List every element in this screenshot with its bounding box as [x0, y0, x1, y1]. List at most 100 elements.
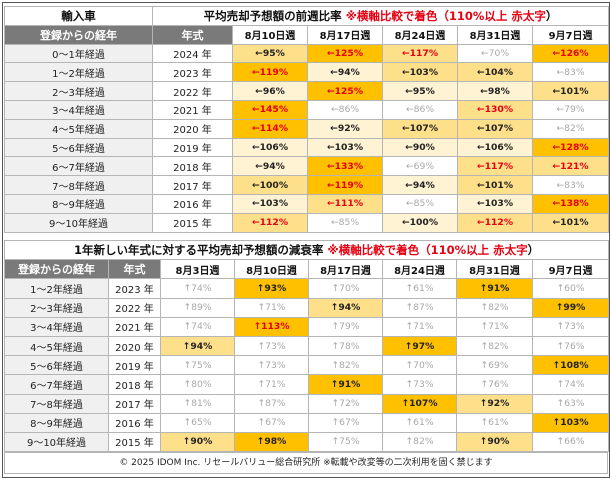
- table-row: 7〜8年経過 2017 年 ↑81% ↑87% ↑72% ↑107% ↑92% ↑63%: [4, 393, 610, 414]
- table-row: 2〜3年経過 2022 年 ←96% ←125% ←95% ←98% ←101%: [4, 81, 610, 101]
- table-row: 1〜2年経過 2023 年 ←119% ←94% ←103% ←104% ←83%: [4, 62, 610, 83]
- value-cell: ↑94%: [160, 335, 235, 357]
- value-cell: ↑73%: [234, 355, 309, 376]
- value-cell: ←69%: [382, 156, 458, 177]
- row-elapsed-label: 8〜9年経過: [4, 193, 153, 214]
- value-cell: ↑81%: [160, 393, 235, 414]
- value-cell: ↑67%: [308, 412, 383, 433]
- value-cell: ↑91%: [308, 374, 383, 395]
- row-year-label: 2019 年: [152, 137, 233, 158]
- value-cell: ←94%: [232, 156, 308, 177]
- value-cell: ↑61%: [456, 412, 533, 433]
- value-cell: ←107%: [382, 118, 458, 139]
- value-cell: ↑74%: [160, 278, 235, 299]
- value-cell: ↑65%: [160, 412, 235, 433]
- value-cell: ↑61%: [382, 278, 457, 299]
- table-row: 3〜4年経過 2021 年 ↑74% ↑113% ↑79% ↑71% ↑71% ↑73%: [4, 316, 610, 337]
- value-cell: ←106%: [457, 137, 533, 158]
- value-cell: ←125%: [307, 43, 383, 64]
- table-row: 5〜6年経過 2019 年 ←106% ←103% ←90% ←106% ←128%: [4, 137, 610, 158]
- row-year-label: 2016 年: [152, 193, 233, 214]
- table-row: 5〜6年経過 2019 年 ↑75% ↑73% ↑82% ↑70% ↑69% ↑108%: [4, 355, 610, 376]
- table-row: 3〜4年経過 2021 年 ←145% ←86% ←86% ←130% ←79%: [4, 99, 610, 120]
- row-elapsed-label: 2〜3年経過: [4, 297, 109, 318]
- value-cell: ←111%: [307, 193, 383, 214]
- value-cell: ←103%: [232, 193, 308, 214]
- col-head-week: 8月17日週: [307, 24, 383, 45]
- value-cell: ←86%: [307, 99, 383, 120]
- value-cell: ↑89%: [160, 297, 235, 318]
- value-cell: ↑67%: [234, 412, 309, 433]
- value-cell: ↑75%: [308, 431, 383, 453]
- table2-header-row: 登録からの経年 年式 8月3日週 8月10日週 8月17日週 8月24日週 8月…: [4, 259, 610, 280]
- value-cell: ←106%: [232, 137, 308, 158]
- value-cell: ↑73%: [382, 374, 457, 395]
- row-year-label: 2022 年: [108, 297, 161, 318]
- row-elapsed-label: 8〜9年経過: [4, 412, 109, 433]
- table-row: 4〜5年経過 2020 年 ↑94% ↑73% ↑78% ↑97% ↑82% ↑76%: [4, 335, 610, 357]
- table-row: 6〜7年経過 2018 年 ←94% ←133% ←69% ←117% ←121%: [4, 156, 610, 177]
- value-cell: ↑73%: [234, 335, 309, 357]
- value-cell: ←117%: [382, 43, 458, 64]
- col-head-week: 9月7日週: [531, 24, 610, 45]
- value-cell: ↑74%: [531, 374, 610, 395]
- value-cell: ←119%: [232, 62, 308, 83]
- table-row: 7〜8年経過 2017 年 ←100% ←119% ←94% ←101% ←83%: [4, 175, 610, 195]
- value-cell: ↑113%: [234, 316, 309, 337]
- value-cell: ←119%: [307, 175, 383, 195]
- value-cell: ←128%: [531, 137, 610, 158]
- col-head-elapsed: 登録からの経年: [4, 259, 109, 280]
- value-cell: ←107%: [457, 118, 533, 139]
- row-elapsed-label: 3〜4年経過: [4, 99, 153, 120]
- table1-title-note: ※横軸比較で着色（110%以上: [345, 8, 512, 23]
- col-head-week: 9月7日週: [531, 259, 610, 280]
- value-cell: ←103%: [457, 193, 533, 214]
- value-cell: ↑97%: [382, 335, 457, 357]
- value-cell: ↑98%: [234, 431, 309, 453]
- value-cell: ↑107%: [382, 393, 457, 414]
- table-row: 4〜5年経過 2020 年 ←114% ←92% ←107% ←107% ←82%: [4, 118, 610, 139]
- value-cell: ↑90%: [456, 431, 533, 453]
- value-cell: ↑76%: [456, 374, 533, 395]
- weekly-ratio-table: 輸入車 平均売却予想額の前週比率 ※横軸比較で着色（110%以上 赤太字） 登録…: [4, 6, 610, 233]
- row-year-label: 2015 年: [108, 431, 161, 453]
- row-year-label: 2015 年: [152, 212, 233, 233]
- col-head-year: 年式: [108, 259, 161, 280]
- row-year-label: 2018 年: [108, 374, 161, 395]
- value-cell: ←112%: [457, 212, 533, 233]
- value-cell: ←94%: [382, 175, 458, 195]
- value-cell: ←112%: [232, 212, 308, 233]
- table-row: 8〜9年経過 2016 年 ↑65% ↑67% ↑67% ↑61% ↑61% ↑103%: [4, 412, 610, 433]
- row-elapsed-label: 9〜10年経過: [4, 212, 153, 233]
- value-cell: ←90%: [382, 137, 458, 158]
- row-year-label: 2020 年: [108, 335, 161, 357]
- row-year-label: 2016 年: [108, 412, 161, 433]
- col-head-week: 8月10日週: [232, 24, 308, 45]
- col-head-week: 8月24日週: [382, 259, 457, 280]
- row-elapsed-label: 9〜10年経過: [4, 431, 109, 453]
- value-cell: ←92%: [307, 118, 383, 139]
- table2-title-red-label: 赤太字: [493, 243, 528, 258]
- table-row: 8〜9年経過 2016 年 ←103% ←111% ←85% ←103% ←138%: [4, 193, 610, 214]
- table2-title: 1年新しい年式に対する平均売却予想額の減衰率 ※横軸比較で着色（110%以上 赤…: [3, 239, 610, 261]
- value-cell: ←94%: [307, 62, 383, 83]
- value-cell: ↑71%: [234, 297, 309, 318]
- table-row: 9〜10年経過 2015 年 ↑90% ↑98% ↑75% ↑82% ↑90% ↑66%: [4, 431, 610, 453]
- value-cell: ↑66%: [531, 431, 610, 453]
- value-cell: ↑71%: [234, 374, 309, 395]
- table1-title: 平均売却予想額の前週比率 ※横軸比較で着色（110%以上 赤太字）: [151, 6, 610, 26]
- value-cell: ←95%: [382, 81, 458, 101]
- table-row: 2〜3年経過 2022 年 ↑89% ↑71% ↑94% ↑87% ↑82% ↑99%: [4, 297, 610, 318]
- row-year-label: 2022 年: [152, 81, 233, 101]
- value-cell: ←70%: [457, 43, 533, 64]
- row-year-label: 2018 年: [152, 156, 233, 177]
- value-cell: ↑80%: [160, 374, 235, 395]
- value-cell: ←103%: [382, 62, 458, 83]
- value-cell: ←101%: [531, 212, 610, 233]
- row-elapsed-label: 6〜7年経過: [4, 156, 153, 177]
- value-cell: ←83%: [531, 175, 610, 195]
- col-head-week: 8月17日週: [308, 259, 383, 280]
- value-cell: ↑73%: [531, 316, 610, 337]
- col-head-week: 8月24日週: [382, 24, 458, 45]
- value-cell: ↑69%: [456, 355, 533, 376]
